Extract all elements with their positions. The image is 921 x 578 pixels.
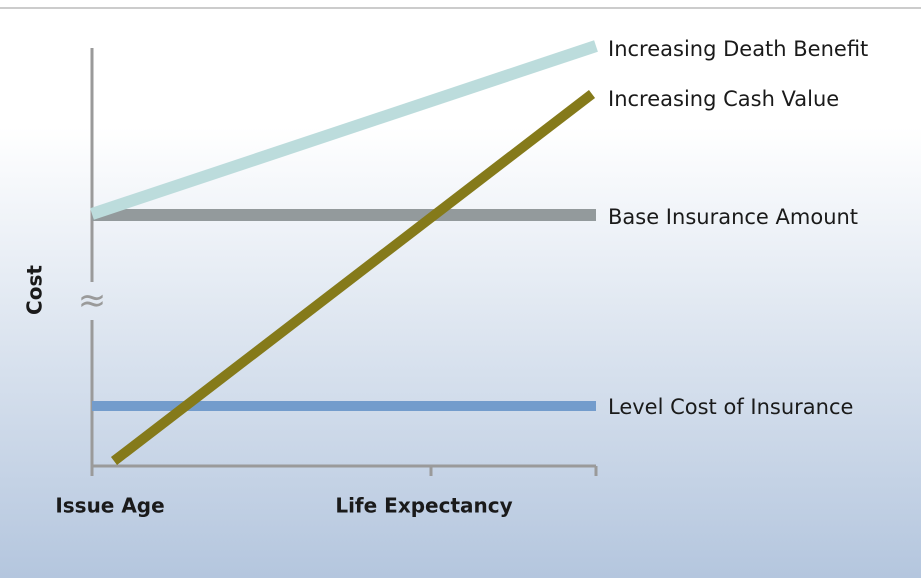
x-axis-label: Issue Age [55, 494, 164, 518]
death-benefit-line [90, 40, 598, 220]
line-label: Increasing Cash Value [608, 87, 839, 111]
axis-break: ≈ [78, 281, 107, 321]
y-axis-label: Cost [23, 265, 47, 315]
cash-value-line [110, 90, 596, 465]
line-label: Base Insurance Amount [608, 205, 858, 229]
line-label: Level Cost of Insurance [608, 395, 853, 419]
x-axis-label: Life Expectancy [335, 494, 512, 518]
line-label: Increasing Death Benefit [608, 37, 868, 61]
